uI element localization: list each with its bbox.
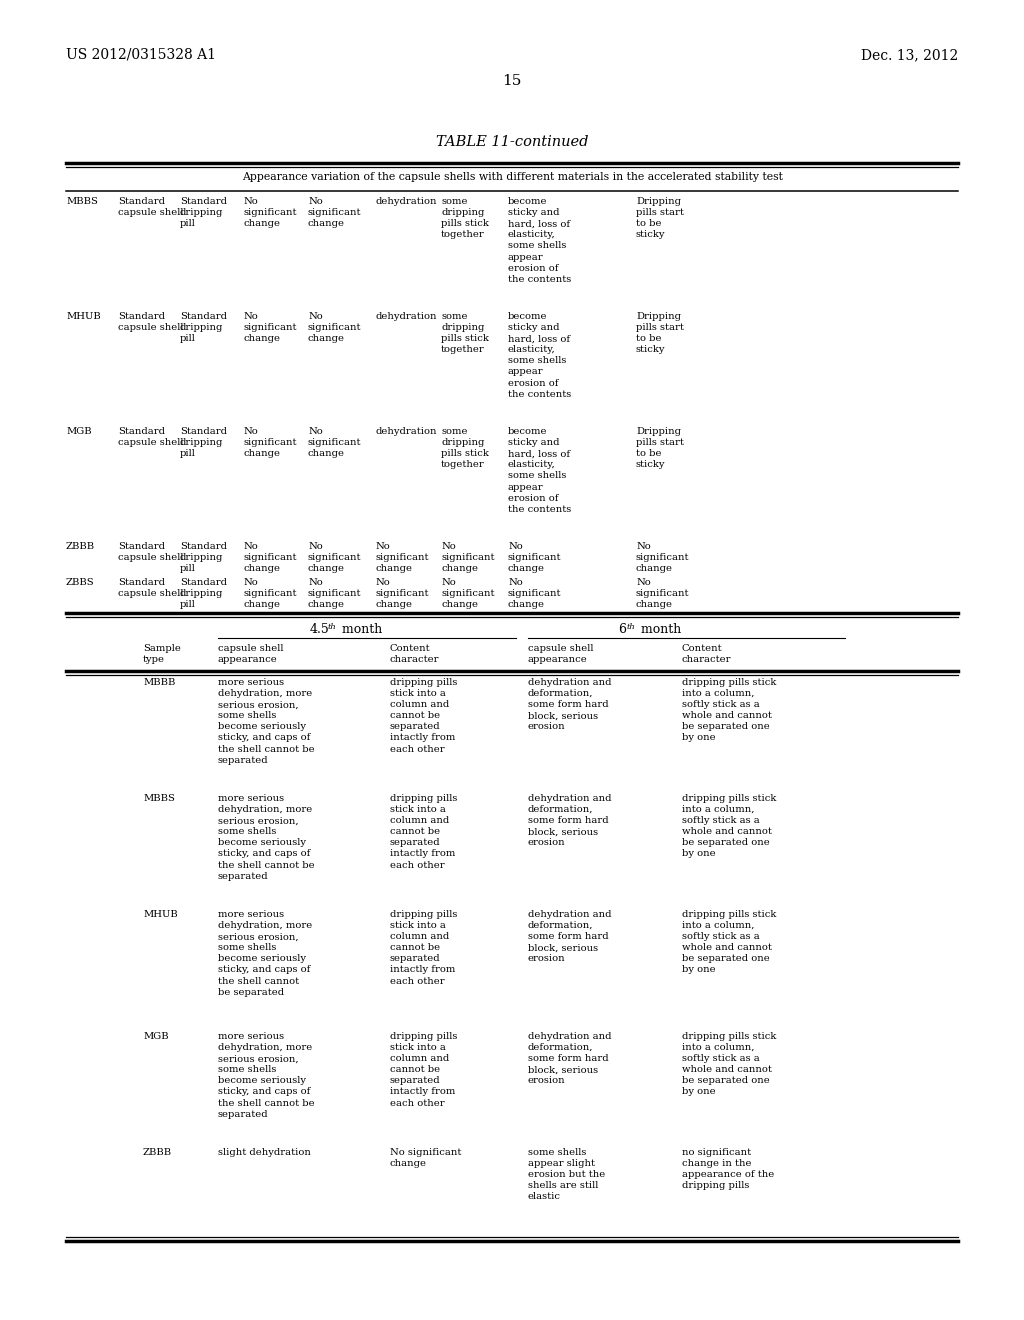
- Text: No
significant
change: No significant change: [308, 426, 361, 458]
- Text: dehydration and
deformation,
some form hard
block, serious
erosion: dehydration and deformation, some form h…: [528, 1032, 611, 1085]
- Text: Standard
capsule shell: Standard capsule shell: [118, 312, 183, 333]
- Text: No
significant
change: No significant change: [243, 543, 297, 573]
- Text: become
sticky and
hard, loss of
elasticity,
some shells
appear
erosion of
the co: become sticky and hard, loss of elastici…: [508, 426, 571, 513]
- Text: dehydration and
deformation,
some form hard
block, serious
erosion: dehydration and deformation, some form h…: [528, 795, 611, 847]
- Text: ZBBS: ZBBS: [66, 578, 94, 587]
- Text: Sample
type: Sample type: [143, 644, 181, 664]
- Text: some
dripping
pills stick
together: some dripping pills stick together: [441, 197, 488, 239]
- Text: dripping pills stick
into a column,
softly stick as a
whole and cannot
be separa: dripping pills stick into a column, soft…: [682, 1032, 776, 1097]
- Text: No
significant
change: No significant change: [441, 543, 495, 573]
- Text: more serious
dehydration, more
serious erosion,
some shells
become seriously
sti: more serious dehydration, more serious e…: [218, 909, 312, 997]
- Text: Standard
dripping
pill: Standard dripping pill: [180, 312, 227, 343]
- Text: No
significant
change: No significant change: [375, 543, 428, 573]
- Text: month: month: [637, 623, 681, 636]
- Text: Content
character: Content character: [682, 644, 731, 664]
- Text: TABLE 11-continued: TABLE 11-continued: [436, 135, 588, 149]
- Text: MHUB: MHUB: [66, 312, 100, 321]
- Text: No
significant
change: No significant change: [508, 578, 561, 610]
- Text: No
significant
change: No significant change: [308, 197, 361, 228]
- Text: MGB: MGB: [66, 426, 91, 436]
- Text: No
significant
change: No significant change: [636, 543, 689, 573]
- Text: 15: 15: [503, 74, 521, 88]
- Text: become
sticky and
hard, loss of
elasticity,
some shells
appear
erosion of
the co: become sticky and hard, loss of elastici…: [508, 197, 571, 284]
- Text: MBBB: MBBB: [143, 678, 175, 686]
- Text: Standard
dripping
pill: Standard dripping pill: [180, 578, 227, 610]
- Text: Standard
dripping
pill: Standard dripping pill: [180, 197, 227, 228]
- Text: Dec. 13, 2012: Dec. 13, 2012: [861, 48, 958, 62]
- Text: No significant
change: No significant change: [390, 1148, 462, 1168]
- Text: MHUB: MHUB: [143, 909, 178, 919]
- Text: more serious
dehydration, more
serious erosion,
some shells
become seriously
sti: more serious dehydration, more serious e…: [218, 795, 314, 880]
- Text: No
significant
change: No significant change: [308, 543, 361, 573]
- Text: dripping pills
stick into a
column and
cannot be
separated
intactly from
each ot: dripping pills stick into a column and c…: [390, 795, 458, 870]
- Text: Content
character: Content character: [390, 644, 439, 664]
- Text: become
sticky and
hard, loss of
elasticity,
some shells
appear
erosion of
the co: become sticky and hard, loss of elastici…: [508, 312, 571, 399]
- Text: month: month: [338, 623, 382, 636]
- Text: Standard
dripping
pill: Standard dripping pill: [180, 426, 227, 458]
- Text: capsule shell
appearance: capsule shell appearance: [218, 644, 284, 664]
- Text: No
significant
change: No significant change: [375, 578, 428, 610]
- Text: No
significant
change: No significant change: [508, 543, 561, 573]
- Text: MBBS: MBBS: [66, 197, 98, 206]
- Text: Standard
capsule shell: Standard capsule shell: [118, 543, 183, 562]
- Text: some shells
appear slight
erosion but the
shells are still
elastic: some shells appear slight erosion but th…: [528, 1148, 605, 1201]
- Text: more serious
dehydration, more
serious erosion,
some shells
become seriously
sti: more serious dehydration, more serious e…: [218, 1032, 314, 1119]
- Text: dripping pills
stick into a
column and
cannot be
separated
intactly from
each ot: dripping pills stick into a column and c…: [390, 1032, 458, 1107]
- Text: dehydration: dehydration: [375, 426, 436, 436]
- Text: No
significant
change: No significant change: [243, 312, 297, 343]
- Text: 4.5: 4.5: [310, 623, 330, 636]
- Text: dripping pills stick
into a column,
softly stick as a
whole and cannot
be separa: dripping pills stick into a column, soft…: [682, 795, 776, 858]
- Text: dripping pills stick
into a column,
softly stick as a
whole and cannot
be separa: dripping pills stick into a column, soft…: [682, 678, 776, 742]
- Text: more serious
dehydration, more
serious erosion,
some shells
become seriously
sti: more serious dehydration, more serious e…: [218, 678, 314, 764]
- Text: dehydration: dehydration: [375, 312, 436, 321]
- Text: th: th: [328, 623, 337, 631]
- Text: Dripping
pills start
to be
sticky: Dripping pills start to be sticky: [636, 197, 684, 239]
- Text: Standard
capsule shell: Standard capsule shell: [118, 197, 183, 216]
- Text: No
significant
change: No significant change: [243, 426, 297, 458]
- Text: some
dripping
pills stick
together: some dripping pills stick together: [441, 426, 488, 470]
- Text: No
significant
change: No significant change: [308, 578, 361, 610]
- Text: Dripping
pills start
to be
sticky: Dripping pills start to be sticky: [636, 426, 684, 470]
- Text: no significant
change in the
appearance of the
dripping pills: no significant change in the appearance …: [682, 1148, 774, 1191]
- Text: dripping pills
stick into a
column and
cannot be
separated
intactly from
each ot: dripping pills stick into a column and c…: [390, 909, 458, 986]
- Text: Standard
dripping
pill: Standard dripping pill: [180, 543, 227, 573]
- Text: 6: 6: [618, 623, 626, 636]
- Text: Dripping
pills start
to be
sticky: Dripping pills start to be sticky: [636, 312, 684, 354]
- Text: capsule shell
appearance: capsule shell appearance: [528, 644, 594, 664]
- Text: No
significant
change: No significant change: [441, 578, 495, 610]
- Text: MBBS: MBBS: [143, 795, 175, 803]
- Text: dehydration and
deformation,
some form hard
block, serious
erosion: dehydration and deformation, some form h…: [528, 909, 611, 964]
- Text: ZBBB: ZBBB: [66, 543, 95, 550]
- Text: ZBBB: ZBBB: [143, 1148, 172, 1158]
- Text: No
significant
change: No significant change: [243, 578, 297, 610]
- Text: dehydration: dehydration: [375, 197, 436, 206]
- Text: dripping pills stick
into a column,
softly stick as a
whole and cannot
be separa: dripping pills stick into a column, soft…: [682, 909, 776, 974]
- Text: slight dehydration: slight dehydration: [218, 1148, 311, 1158]
- Text: dehydration and
deformation,
some form hard
block, serious
erosion: dehydration and deformation, some form h…: [528, 678, 611, 731]
- Text: Standard
capsule shell: Standard capsule shell: [118, 578, 183, 598]
- Text: US 2012/0315328 A1: US 2012/0315328 A1: [66, 48, 216, 62]
- Text: th: th: [627, 623, 636, 631]
- Text: Standard
capsule shell: Standard capsule shell: [118, 426, 183, 447]
- Text: No
significant
change: No significant change: [308, 312, 361, 343]
- Text: some
dripping
pills stick
together: some dripping pills stick together: [441, 312, 488, 354]
- Text: No
significant
change: No significant change: [636, 578, 689, 610]
- Text: MGB: MGB: [143, 1032, 169, 1041]
- Text: dripping pills
stick into a
column and
cannot be
separated
intactly from
each ot: dripping pills stick into a column and c…: [390, 678, 458, 754]
- Text: No
significant
change: No significant change: [243, 197, 297, 228]
- Text: Appearance variation of the capsule shells with different materials in the accel: Appearance variation of the capsule shel…: [242, 172, 782, 182]
